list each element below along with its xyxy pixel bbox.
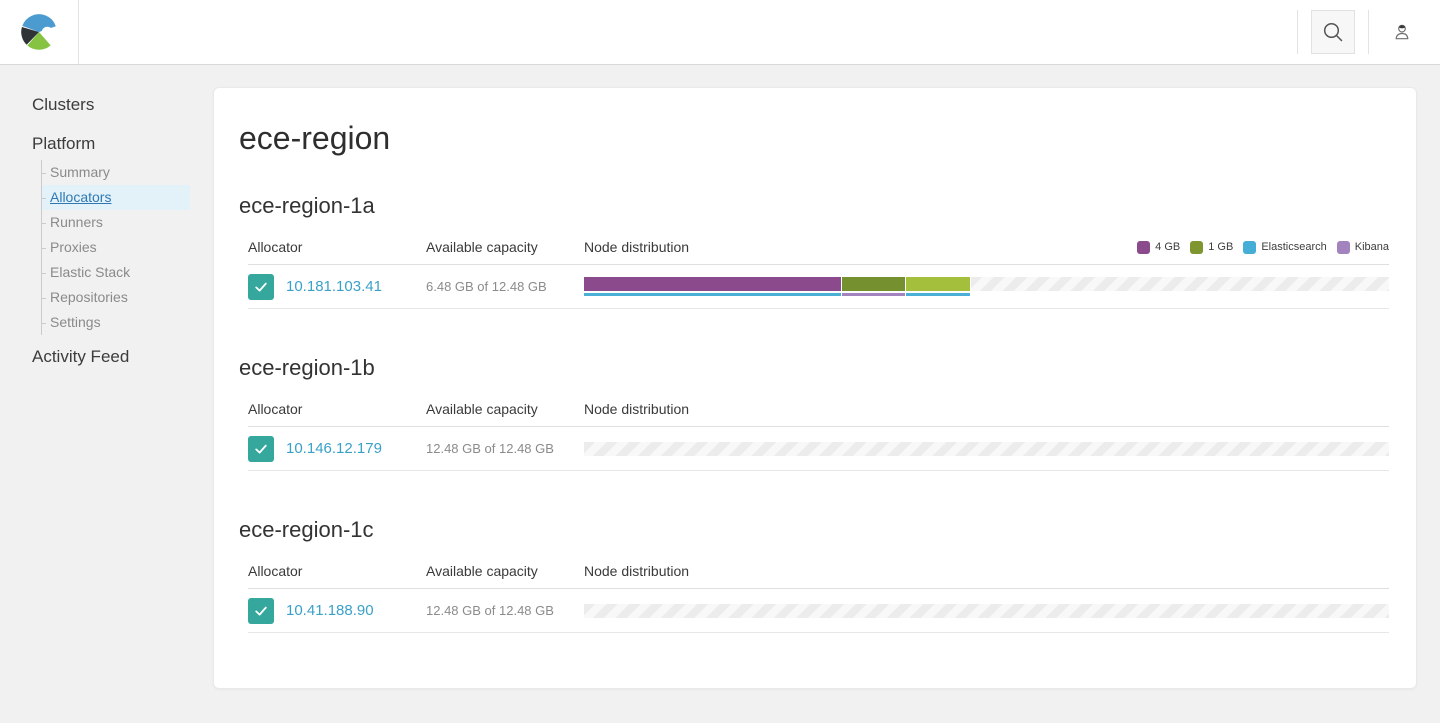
sidebar-item-proxies[interactable]: Proxies bbox=[42, 235, 190, 260]
allocator-link[interactable]: 10.146.12.179 bbox=[286, 440, 382, 457]
zone-title: ece-region-1c bbox=[239, 517, 374, 542]
legend-swatch-1gb bbox=[1190, 240, 1204, 254]
node-distribution-bar[interactable] bbox=[584, 603, 1389, 618]
platform-subnav: Summary Allocators Runners Proxies Elast… bbox=[41, 160, 213, 335]
node-distribution-bar[interactable] bbox=[584, 441, 1389, 456]
allocators-table: Allocator Available capacity Node distri… bbox=[248, 556, 1389, 633]
table-header: Allocator Available capacity Node distri… bbox=[248, 394, 1389, 427]
allocator-row: 10.181.103.41 6.48 GB of 12.48 GB bbox=[248, 265, 1389, 309]
available-capacity: 12.48 GB of 12.48 GB bbox=[426, 441, 554, 456]
col-header-distribution: Node distribution bbox=[584, 401, 690, 417]
sidebar-item-runners[interactable]: Runners bbox=[42, 210, 190, 235]
healthy-check-icon bbox=[248, 273, 274, 300]
zone-section-1c: ece-region-1c Allocator Available capaci… bbox=[239, 517, 1389, 633]
available-capacity: 12.48 GB of 12.48 GB bbox=[426, 603, 554, 618]
header-divider bbox=[1297, 10, 1298, 54]
content-card: ece-region ece-region-1a Allocator Avail… bbox=[213, 87, 1417, 689]
allocators-table: Allocator Available capacity Node distri… bbox=[248, 394, 1389, 471]
col-header-distribution: Node distribution bbox=[584, 563, 690, 579]
zone-title: ece-region-1a bbox=[239, 193, 375, 218]
sidebar: Clusters Platform Summary Allocators Run… bbox=[0, 65, 213, 723]
healthy-check-icon bbox=[248, 435, 274, 462]
user-icon bbox=[1395, 24, 1409, 40]
top-header bbox=[0, 0, 1440, 65]
legend-item: 4 GB bbox=[1137, 240, 1181, 254]
legend-item: Kibana bbox=[1336, 240, 1389, 254]
sidebar-item-clusters[interactable]: Clusters bbox=[32, 95, 95, 114]
app-logo[interactable] bbox=[0, 0, 79, 64]
header-divider bbox=[1368, 10, 1369, 54]
allocator-link[interactable]: 10.181.103.41 bbox=[286, 278, 382, 295]
allocator-row: 10.41.188.90 12.48 GB of 12.48 GB bbox=[248, 589, 1389, 633]
allocator-row: 10.146.12.179 12.48 GB of 12.48 GB bbox=[248, 427, 1389, 471]
sidebar-item-settings[interactable]: Settings bbox=[42, 310, 190, 335]
col-header-capacity: Available capacity bbox=[426, 401, 538, 417]
legend-swatch-kibana bbox=[1336, 240, 1350, 254]
legend-item: 1 GB bbox=[1190, 240, 1234, 254]
table-header: Allocator Available capacity Node distri… bbox=[248, 232, 1389, 265]
allocators-link[interactable]: Allocators bbox=[50, 189, 112, 205]
sidebar-item-elastic-stack[interactable]: Elastic Stack bbox=[42, 260, 190, 285]
available-capacity: 6.48 GB of 12.48 GB bbox=[426, 279, 547, 294]
sidebar-item-repositories[interactable]: Repositories bbox=[42, 285, 190, 310]
col-header-capacity: Available capacity bbox=[426, 563, 538, 579]
col-header-capacity: Available capacity bbox=[426, 239, 538, 255]
sidebar-item-activity-feed[interactable]: Activity Feed bbox=[32, 347, 130, 366]
legend-swatch-4gb bbox=[1137, 240, 1151, 254]
node-distribution-bar[interactable] bbox=[584, 277, 1389, 296]
col-header-distribution: Node distribution bbox=[584, 239, 690, 255]
legend-item: Elasticsearch bbox=[1243, 240, 1327, 254]
sidebar-item-platform[interactable]: Platform bbox=[32, 134, 96, 153]
legend-label: 4 GB bbox=[1155, 241, 1181, 253]
search-button[interactable] bbox=[1311, 10, 1355, 54]
sidebar-item-allocators[interactable]: Allocators bbox=[42, 185, 190, 210]
table-header: Allocator Available capacity Node distri… bbox=[248, 556, 1389, 589]
zone-section-1a: ece-region-1a Allocator Available capaci… bbox=[239, 193, 1389, 309]
sidebar-item-summary[interactable]: Summary bbox=[42, 160, 190, 185]
legend-label: Kibana bbox=[1354, 241, 1389, 253]
search-icon bbox=[1323, 22, 1343, 42]
zone-title: ece-region-1b bbox=[239, 355, 375, 380]
legend-swatch-elasticsearch bbox=[1243, 240, 1257, 254]
page-title: ece-region bbox=[239, 120, 391, 156]
col-header-allocator: Allocator bbox=[248, 563, 303, 579]
node-legend: 4 GB 1 GB Elasticsearch Kibana bbox=[1127, 240, 1389, 254]
allocator-link[interactable]: 10.41.188.90 bbox=[286, 602, 374, 619]
legend-label: Elasticsearch bbox=[1261, 241, 1327, 253]
allocators-table: Allocator Available capacity Node distri… bbox=[248, 232, 1389, 309]
ece-logo-icon bbox=[21, 14, 57, 50]
col-header-allocator: Allocator bbox=[248, 239, 303, 255]
healthy-check-icon bbox=[248, 597, 274, 624]
col-header-allocator: Allocator bbox=[248, 401, 303, 417]
legend-label: 1 GB bbox=[1208, 241, 1234, 253]
zone-section-1b: ece-region-1b Allocator Available capaci… bbox=[239, 355, 1389, 471]
user-menu-button[interactable] bbox=[1382, 10, 1422, 54]
